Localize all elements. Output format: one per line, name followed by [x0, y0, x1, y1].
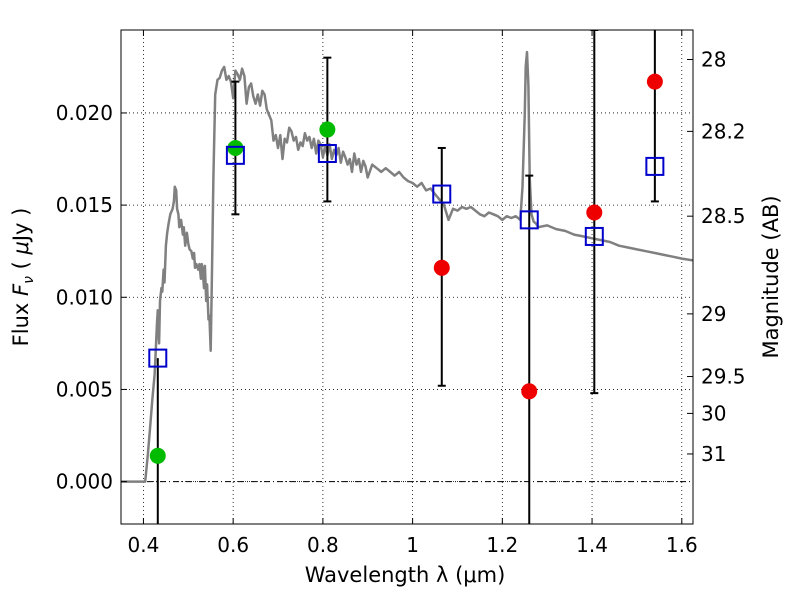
mag-tick-label: 29: [701, 302, 726, 326]
x-tick-label: 1.4: [576, 533, 608, 557]
mag-tick-label: 30: [701, 401, 726, 425]
data-point: [645, 156, 665, 176]
x-tick-label: 1.6: [666, 533, 698, 557]
x-tick-label: 1: [406, 533, 419, 557]
y-tick-label: 0.000: [56, 470, 113, 494]
x-tick-label: 0.4: [128, 533, 160, 557]
data-point: [586, 204, 603, 221]
data-point: [225, 145, 245, 165]
plot-background: [121, 30, 693, 524]
mag-tick-label: 28.2: [701, 119, 746, 143]
grid-lines: [121, 30, 693, 524]
y-tick-label: 0.015: [56, 193, 113, 217]
data-point: [433, 259, 450, 276]
y-tick-label: 0.010: [56, 285, 113, 309]
data-markers: [148, 30, 665, 524]
x-tick-label: 0.6: [217, 533, 249, 557]
data-point: [317, 144, 337, 163]
mag-tick-label: 28.5: [701, 204, 746, 228]
x-axis-label: Wavelength λ (μm): [305, 563, 506, 587]
y-tick-label: 0.005: [56, 377, 113, 401]
plot-frame: [120, 29, 694, 525]
data-point: [149, 447, 166, 464]
data-point: [519, 210, 539, 230]
y-axis-label: Flux Fν ( μJy ): [9, 208, 37, 347]
x-tick-label: 0.8: [307, 533, 339, 557]
data-point: [584, 226, 604, 246]
data-point: [432, 184, 452, 204]
mag-tick-label: 29.5: [701, 365, 746, 389]
x-tick-label: 1.2: [486, 533, 518, 557]
model-spectrum-line: [121, 50, 693, 483]
mag-tick-label: 28: [701, 47, 726, 71]
y2-axis-label: Magnitude (AB): [759, 195, 783, 358]
mag-tick-label: 31: [701, 442, 726, 466]
data-point: [319, 121, 336, 138]
data-point: [227, 139, 244, 156]
data-point: [646, 73, 663, 90]
y-tick-label: 0.020: [56, 101, 113, 125]
data-point: [521, 383, 538, 400]
axis-ticks: 0.4 0.6 0.8 1 1.2 1.4 1.6 0.000 0.005 0.010 0.015 0…: [56, 30, 746, 557]
data-point: [148, 348, 168, 368]
